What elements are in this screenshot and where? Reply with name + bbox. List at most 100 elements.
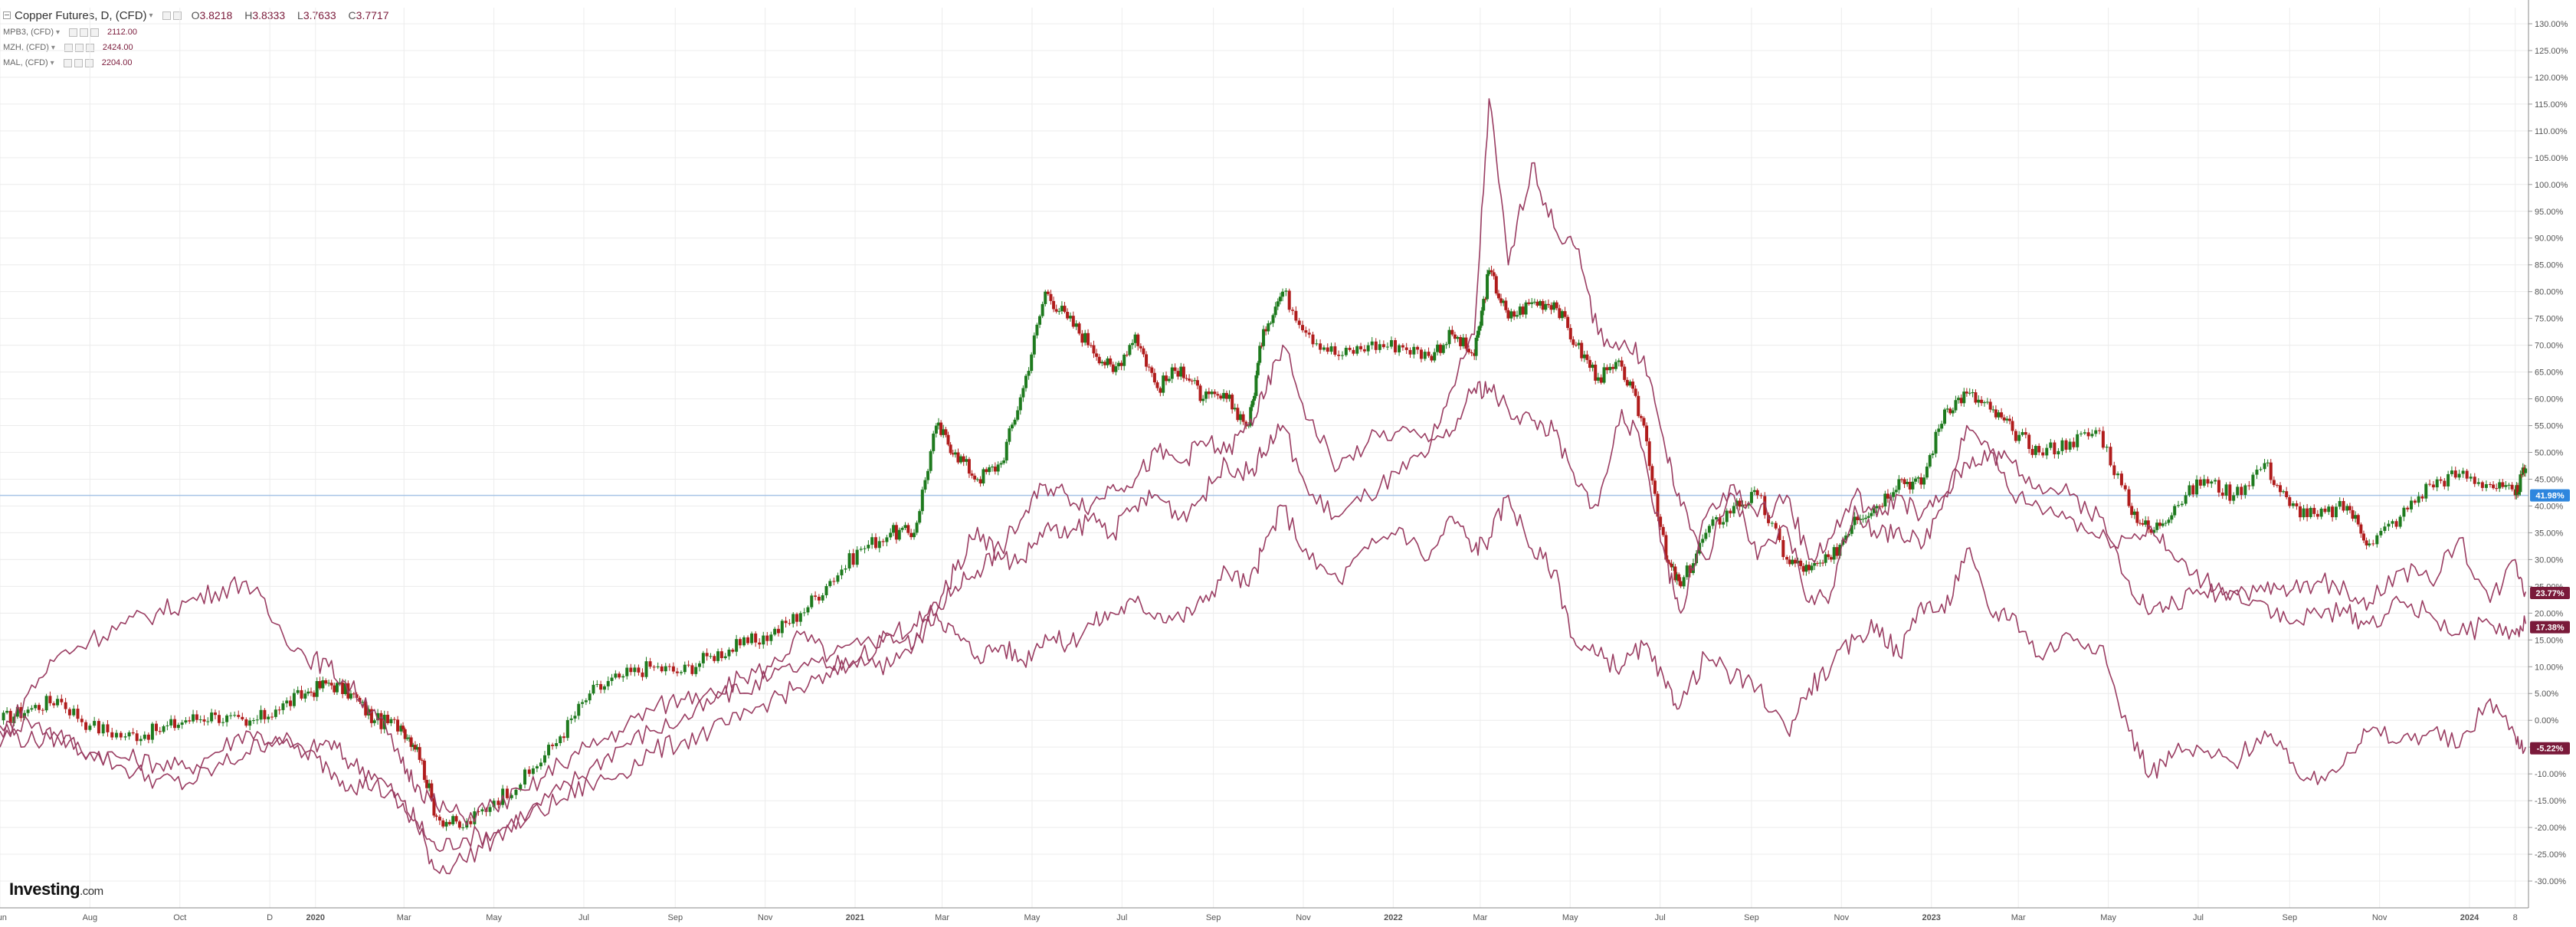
candle-body — [1052, 300, 1056, 310]
candle-body — [1566, 316, 1570, 329]
candle-body — [1315, 343, 1319, 345]
settings-icon[interactable] — [74, 43, 84, 52]
candle-body — [2220, 492, 2224, 496]
compare-symbol-label[interactable]: MZH, (CFD) — [3, 43, 49, 52]
candle-body — [2473, 477, 2476, 484]
candle-body — [2101, 431, 2105, 448]
candle-body — [1602, 367, 1606, 383]
settings-icon[interactable] — [162, 11, 171, 20]
candle-body — [1080, 333, 1084, 343]
chevron-down-icon[interactable]: ▾ — [50, 58, 54, 67]
y-tick-label: 80.00% — [2535, 288, 2564, 297]
candle-body — [2255, 470, 2259, 475]
candle-body — [1906, 481, 1909, 484]
candle-body — [2450, 470, 2453, 474]
candle-body — [415, 747, 419, 750]
candle-body — [2086, 432, 2090, 437]
candle-body — [2130, 506, 2134, 516]
legend-collapse-icon[interactable] — [3, 11, 11, 19]
candle-body — [1656, 493, 1660, 517]
compare-symbol-label[interactable]: MAL, (CFD) — [3, 58, 48, 67]
legend-symbol-row: MAL, (CFD) ▾ 2204.00 — [3, 55, 398, 70]
close-icon[interactable] — [84, 58, 93, 67]
eye-icon[interactable] — [64, 43, 73, 52]
candle-body — [1109, 358, 1113, 365]
candle-body — [312, 693, 316, 697]
legend-symbol-row: MPB3, (CFD) ▾ 2112.00 — [3, 25, 398, 40]
y-tick-label: 130.00% — [2535, 20, 2568, 29]
candle-body — [2285, 491, 2289, 497]
candle-body — [1095, 353, 1099, 357]
candle-body — [1524, 302, 1528, 315]
close-icon[interactable] — [172, 11, 182, 20]
candle-body — [2435, 479, 2439, 488]
candle-body — [2288, 496, 2292, 506]
candle-body — [870, 537, 874, 545]
candle-body — [1829, 557, 1833, 560]
candle-body — [1002, 460, 1006, 464]
candle-body — [1596, 377, 1600, 381]
candle-body — [1922, 477, 1926, 485]
settings-icon[interactable] — [74, 58, 83, 67]
candle-body — [788, 623, 791, 624]
y-tick-label: 85.00% — [2535, 261, 2564, 270]
candle-body — [1552, 302, 1556, 310]
candle-body — [1152, 372, 1156, 383]
y-tick-label: 45.00% — [2535, 475, 2564, 484]
candle-body — [1971, 392, 1975, 394]
candle-body — [1464, 337, 1468, 349]
candle-body — [956, 452, 960, 463]
x-tick-label: Sep — [2282, 913, 2297, 922]
settings-icon[interactable] — [80, 28, 89, 37]
candle-body — [1997, 412, 2001, 418]
candle-body — [72, 709, 76, 716]
candle-body — [1605, 367, 1609, 371]
candle-body — [48, 696, 52, 703]
candle-body — [1419, 349, 1423, 359]
chevron-down-icon[interactable]: ▾ — [51, 43, 55, 52]
logo-domain: .com — [80, 885, 103, 898]
candle-body — [959, 456, 963, 463]
candle-body — [1841, 539, 1845, 545]
x-tick-label: Nov — [758, 913, 773, 922]
chevron-down-icon[interactable]: ▾ — [56, 28, 61, 37]
candle-body — [828, 581, 832, 586]
candle-body — [1588, 359, 1592, 369]
candle-body — [361, 702, 365, 703]
candle-body — [2224, 484, 2228, 496]
candle-body — [2342, 500, 2345, 511]
main-symbol-label[interactable]: Copper Futures, D, (CFD) — [15, 8, 147, 22]
candle-body — [982, 469, 985, 484]
candle-body — [821, 595, 824, 601]
close-icon[interactable] — [90, 28, 100, 37]
candle-body — [2090, 434, 2094, 437]
axis-value-badge-label: 17.38% — [2535, 624, 2565, 633]
chevron-down-icon[interactable]: ▾ — [149, 11, 153, 20]
candle-body — [758, 642, 762, 645]
candle-body — [1018, 397, 1022, 411]
candle-body — [176, 725, 180, 729]
candle-body — [913, 532, 916, 538]
candle-body — [2510, 484, 2514, 490]
axis-value-badge — [2530, 489, 2570, 502]
eye-icon[interactable] — [69, 28, 78, 37]
candle-body — [1241, 414, 1245, 422]
x-tick-label: 2021 — [846, 913, 864, 922]
candle-body — [2272, 480, 2276, 486]
y-tick-label: -10.00% — [2535, 770, 2566, 779]
candle-body — [1195, 380, 1199, 386]
candle-body — [1631, 382, 1635, 389]
candle-body — [1381, 344, 1385, 348]
candle-body — [2060, 440, 2064, 451]
candle-body — [2484, 484, 2488, 488]
candle-body — [2094, 430, 2098, 434]
candle-body — [2011, 421, 2014, 431]
candle-body — [610, 677, 614, 681]
candle-body — [202, 719, 206, 722]
candle-body — [379, 712, 383, 729]
compare-symbol-label[interactable]: MPB3, (CFD) — [3, 28, 54, 37]
candle-body — [1035, 324, 1039, 336]
eye-icon[interactable] — [63, 58, 72, 67]
candle-body — [1747, 503, 1751, 506]
